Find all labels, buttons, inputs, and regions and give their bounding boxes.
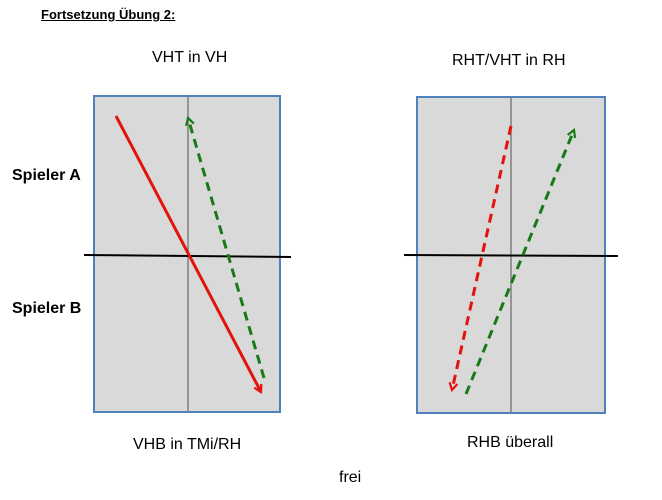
right-net-line [403, 254, 619, 257]
left-court [83, 95, 292, 413]
page-title: Fortsetzung Übung 2: [41, 7, 176, 22]
footer-label: frei [339, 469, 362, 486]
left-red-arrow [114, 115, 261, 392]
player-b-label: Spieler B [12, 300, 82, 317]
right-panel-bottom-label: RHB überall [467, 434, 554, 451]
right-red-dashed-arrow [452, 125, 513, 390]
left-panel-top-label: VHT in VH [152, 49, 228, 66]
left-green-dashed-arrow [188, 118, 266, 379]
player-a-label: Spieler A [12, 167, 81, 184]
right-court [403, 96, 619, 414]
left-net-line [83, 254, 292, 258]
right-panel-top-label: RHT/VHT in RH [452, 52, 566, 69]
right-green-dashed-arrow [464, 130, 574, 395]
left-panel-bottom-label: VHB in TMi/RH [133, 436, 242, 453]
